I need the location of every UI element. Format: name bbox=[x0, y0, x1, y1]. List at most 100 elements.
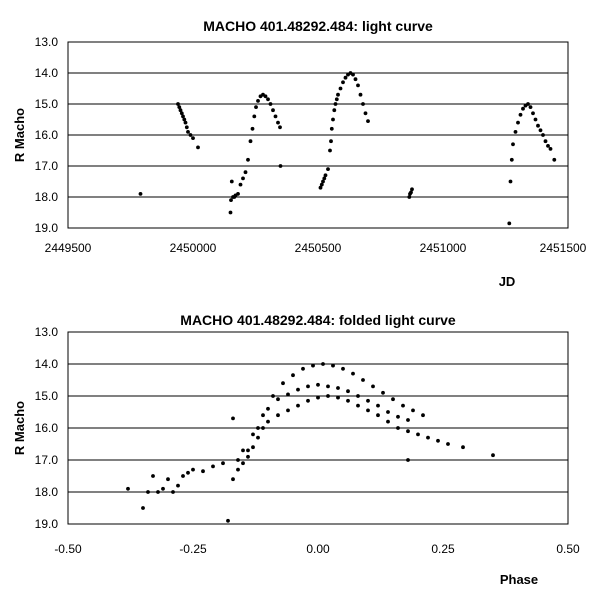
data-point bbox=[241, 448, 245, 453]
data-point bbox=[138, 192, 143, 196]
data-point bbox=[401, 403, 405, 408]
data-point bbox=[273, 114, 278, 119]
data-point bbox=[252, 114, 257, 119]
data-point bbox=[319, 182, 324, 187]
data-point bbox=[507, 221, 512, 226]
y-tick-label: 15.0 bbox=[35, 389, 59, 403]
data-point bbox=[538, 128, 543, 133]
x-axis-label: JD bbox=[499, 274, 516, 289]
data-point bbox=[332, 108, 337, 113]
folded-light-curve-panel: MACHO 401.48292.484: folded light curve … bbox=[12, 312, 580, 587]
data-point bbox=[461, 445, 465, 450]
data-point bbox=[191, 467, 195, 472]
data-point bbox=[261, 413, 265, 418]
data-point bbox=[156, 490, 160, 494]
x-tick-label: 2450500 bbox=[295, 241, 342, 255]
data-point bbox=[236, 458, 240, 462]
data-point bbox=[201, 469, 205, 474]
data-point bbox=[246, 454, 250, 459]
data-point bbox=[341, 80, 345, 85]
data-point bbox=[353, 77, 358, 82]
data-point bbox=[296, 387, 300, 392]
data-point bbox=[346, 389, 350, 394]
data-point bbox=[176, 483, 180, 488]
data-point bbox=[323, 173, 328, 178]
data-point bbox=[533, 117, 538, 122]
data-point bbox=[271, 108, 275, 113]
data-point bbox=[543, 139, 548, 144]
data-point bbox=[407, 195, 412, 199]
data-point bbox=[268, 102, 273, 106]
data-point bbox=[328, 148, 332, 153]
data-point bbox=[186, 130, 190, 134]
data-points bbox=[126, 362, 495, 523]
data-point bbox=[396, 414, 400, 419]
data-point bbox=[406, 429, 410, 434]
data-point bbox=[406, 458, 410, 462]
data-point bbox=[251, 445, 255, 450]
data-point bbox=[311, 363, 315, 368]
data-point bbox=[508, 179, 513, 184]
data-point bbox=[178, 108, 183, 113]
data-point bbox=[251, 432, 255, 437]
data-point bbox=[548, 147, 553, 151]
data-point bbox=[361, 378, 365, 382]
data-point bbox=[181, 114, 185, 119]
data-point bbox=[329, 139, 333, 144]
y-tick-label: 13.0 bbox=[35, 325, 59, 339]
data-point bbox=[336, 92, 340, 97]
x-tick-label: 2449500 bbox=[45, 241, 92, 255]
data-point bbox=[246, 448, 250, 453]
data-point bbox=[286, 408, 290, 413]
chart-title: MACHO 401.48292.484: light curve bbox=[203, 18, 433, 34]
data-point bbox=[326, 394, 330, 398]
x-tick-label: 2451500 bbox=[540, 241, 587, 255]
data-point bbox=[491, 453, 495, 458]
x-tick-label: 2450000 bbox=[170, 241, 217, 255]
data-point bbox=[246, 157, 250, 162]
data-point bbox=[226, 518, 230, 523]
data-point bbox=[410, 187, 414, 192]
data-point bbox=[228, 210, 233, 215]
y-tick-label: 17.0 bbox=[35, 453, 59, 467]
chart-title: MACHO 401.48292.484: folded light curve bbox=[180, 312, 456, 328]
x-tick-label: 0.50 bbox=[556, 542, 580, 556]
x-tick-label: 0.25 bbox=[431, 542, 455, 556]
data-point bbox=[256, 99, 260, 103]
data-point bbox=[536, 123, 540, 128]
data-point bbox=[276, 397, 280, 402]
y-tick-label: 18.0 bbox=[35, 485, 59, 499]
data-point bbox=[518, 112, 523, 117]
data-point bbox=[391, 397, 395, 402]
data-point bbox=[238, 182, 243, 187]
y-tick-label: 16.0 bbox=[35, 128, 59, 142]
data-point bbox=[231, 416, 235, 421]
data-point bbox=[336, 395, 340, 400]
y-axis-label: R Macho bbox=[12, 401, 27, 455]
data-point bbox=[126, 486, 130, 491]
data-point bbox=[248, 139, 253, 144]
data-point bbox=[256, 435, 260, 440]
data-point bbox=[531, 111, 535, 116]
data-point bbox=[361, 102, 365, 106]
data-point bbox=[146, 490, 150, 494]
data-point bbox=[221, 461, 225, 466]
data-point bbox=[141, 506, 145, 510]
y-tick-label: 19.0 bbox=[35, 517, 59, 531]
data-point bbox=[263, 94, 268, 99]
data-point bbox=[254, 105, 258, 109]
data-points bbox=[138, 71, 557, 226]
data-point bbox=[196, 145, 200, 150]
data-point bbox=[334, 97, 339, 102]
plot-frame bbox=[67, 41, 569, 229]
data-point bbox=[338, 86, 343, 91]
data-point bbox=[546, 144, 550, 148]
data-point bbox=[243, 170, 248, 175]
data-point bbox=[241, 461, 245, 466]
data-point bbox=[358, 92, 363, 97]
y-tick-label: 18.0 bbox=[35, 190, 59, 204]
x-tick-label: 0.00 bbox=[306, 542, 330, 556]
data-point bbox=[366, 398, 370, 403]
data-point bbox=[188, 133, 193, 137]
